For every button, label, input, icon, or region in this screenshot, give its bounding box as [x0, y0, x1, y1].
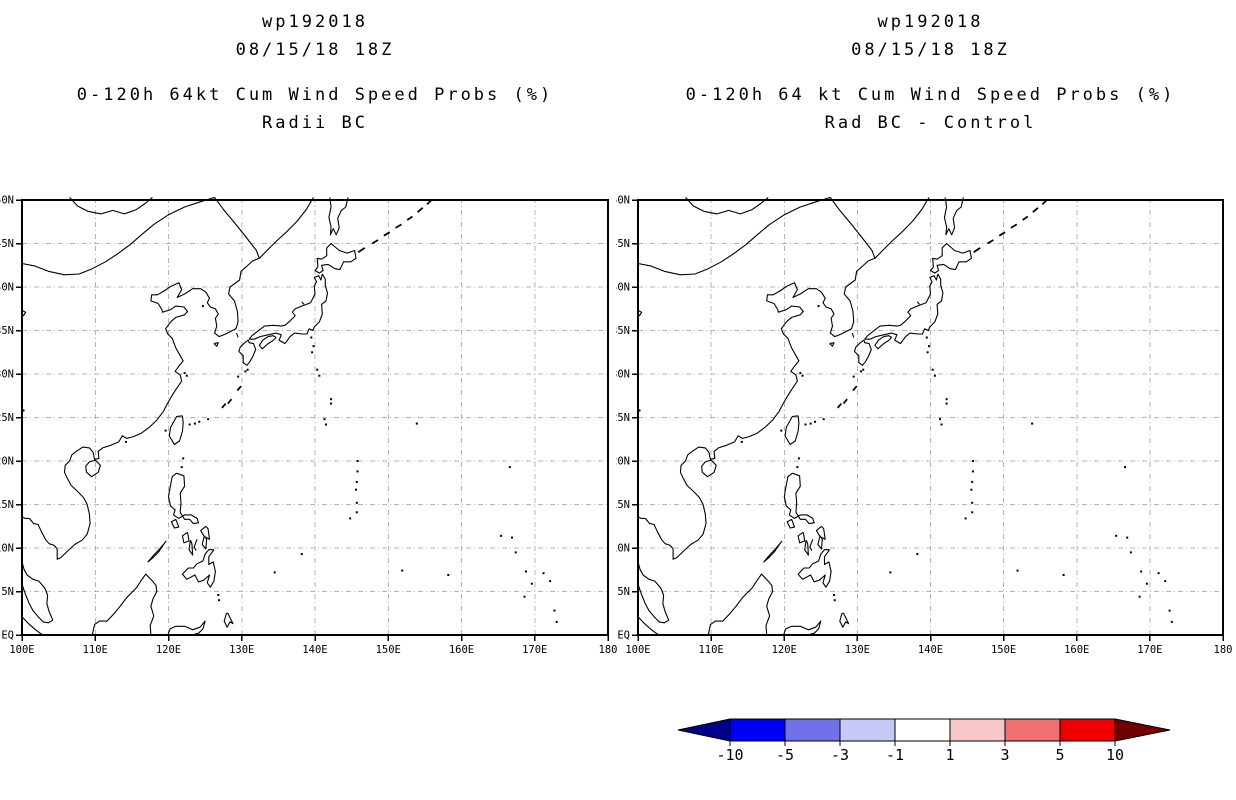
colorbar-tick-label: 3 — [1000, 746, 1009, 764]
left-title-product: 0-120h 64kt Cum Wind Speed Probs (%) — [76, 85, 554, 105]
lat-tick-label: 45N — [616, 238, 630, 250]
axis-ticks — [16, 199, 609, 641]
grid-lines — [638, 200, 1223, 635]
left-title-datetime: 08/15/18 18Z — [235, 40, 395, 60]
colorbar-tick-label: -5 — [776, 746, 794, 764]
colorbar-tick-label: 10 — [1106, 746, 1124, 764]
left-panel-titles: wp192018 08/15/18 18Z 0-120h 64kt Cum Wi… — [22, 8, 608, 137]
left-map: EQ 5N 10N 15N 20N 25N 30N 35N 40N 45N 50N 100E 110E 1… — [0, 195, 617, 657]
lat-tick-label: 20N — [0, 456, 14, 468]
coastlines — [21, 196, 357, 636]
island-dots — [22, 305, 558, 623]
lon-tick-label: 160E — [449, 644, 474, 656]
lon-tick-label: 180 — [599, 644, 618, 656]
axis-labels: EQ 5N 10N 15N 20N 25N 30N 35N 40N 45N 50N 100E 110E 1… — [0, 195, 617, 657]
lon-tick-label: 120E — [156, 644, 181, 656]
colorbar-labels: -10 -5 -3 -1 1 3 5 10 — [716, 746, 1124, 764]
lat-tick-label: 25N — [0, 412, 14, 424]
lat-tick-label: EQ — [617, 630, 630, 642]
title-gap — [22, 64, 608, 81]
right-title-datetime: 08/15/18 18Z — [851, 40, 1010, 60]
colorbar-tick-label: -3 — [831, 746, 849, 764]
lon-tick-label: 150E — [991, 644, 1016, 656]
colorbar-tick-label: 1 — [945, 746, 954, 764]
lon-tick-label: 140E — [918, 644, 943, 656]
island-dashes — [221, 199, 433, 409]
lon-tick-label: 130E — [845, 644, 870, 656]
lon-tick-label: 160E — [1064, 644, 1089, 656]
colorbar-segment — [1004, 718, 1061, 742]
lat-tick-label: 35N — [0, 325, 14, 337]
lon-tick-label: 110E — [698, 644, 723, 656]
lat-tick-label: 40N — [0, 282, 14, 294]
colorbar-tick-label: -10 — [716, 746, 743, 764]
lat-tick-label: 10N — [616, 543, 630, 555]
lon-tick-label: 100E — [625, 644, 650, 656]
colorbar-cells — [677, 718, 1171, 742]
colorbar-tick-label: -1 — [886, 746, 904, 764]
grid-lines — [22, 200, 608, 635]
colorbar-above-arrow — [1114, 718, 1171, 742]
lat-tick-label: 45N — [0, 238, 14, 250]
lat-tick-label: EQ — [1, 630, 14, 642]
colorbar-ticks — [729, 741, 1116, 746]
lat-tick-label: 35N — [616, 325, 630, 337]
island-dots — [638, 305, 1173, 623]
lat-tick-label: 30N — [0, 369, 14, 381]
lat-tick-label: 50N — [616, 195, 630, 207]
colorbar-segment — [1059, 718, 1116, 742]
lat-tick-label: 15N — [616, 499, 630, 511]
lat-tick-label: 50N — [0, 195, 14, 207]
right-map: EQ 5N 10N 15N 20N 25N 30N 35N 40N 45N 50N 100E 110E 1… — [616, 195, 1232, 657]
axis-labels: EQ 5N 10N 15N 20N 25N 30N 35N 40N 45N 50N 100E 110E 1… — [616, 195, 1232, 657]
lon-tick-label: 110E — [83, 644, 108, 656]
lat-tick-label: 40N — [616, 282, 630, 294]
lat-tick-label: 5N — [1, 586, 14, 598]
lon-tick-label: 130E — [229, 644, 254, 656]
colorbar-segment — [729, 718, 786, 742]
coastlines — [637, 196, 972, 636]
right-title-product: 0-120h 64 kt Cum Wind Speed Probs (%) — [685, 85, 1176, 105]
lat-tick-label: 30N — [616, 369, 630, 381]
left-title-model: wp192018 — [262, 12, 368, 32]
colorbar-segment — [839, 718, 896, 742]
colorbar-segment — [949, 718, 1006, 742]
colorbar-below-arrow — [677, 718, 731, 742]
right-title-variant: Rad BC - Control — [824, 113, 1037, 133]
colorbar-segment — [894, 718, 951, 742]
lat-tick-label: 10N — [0, 543, 14, 555]
right-title-model: wp192018 — [877, 12, 984, 32]
title-gap — [638, 64, 1223, 81]
lon-tick-label: 100E — [9, 644, 34, 656]
lat-tick-label: 25N — [616, 412, 630, 424]
island-dashes — [836, 199, 1048, 409]
lon-tick-label: 140E — [302, 644, 327, 656]
left-title-variant: Radii BC — [262, 113, 368, 133]
difference-colorbar: -10 -5 -3 -1 1 3 5 10 — [677, 718, 1171, 764]
lon-tick-label: 150E — [376, 644, 401, 656]
lat-tick-label: 20N — [616, 456, 630, 468]
axis-ticks — [632, 199, 1224, 641]
lat-tick-label: 5N — [617, 586, 630, 598]
lon-tick-label: 170E — [1137, 644, 1162, 656]
colorbar-tick-label: 5 — [1055, 746, 1064, 764]
lon-tick-label: 120E — [772, 644, 797, 656]
right-panel-titles: wp192018 08/15/18 18Z 0-120h 64 kt Cum W… — [638, 8, 1223, 137]
lon-tick-label: 180 — [1214, 644, 1233, 656]
lat-tick-label: 15N — [0, 499, 14, 511]
lon-tick-label: 170E — [522, 644, 547, 656]
colorbar-segment — [784, 718, 841, 742]
